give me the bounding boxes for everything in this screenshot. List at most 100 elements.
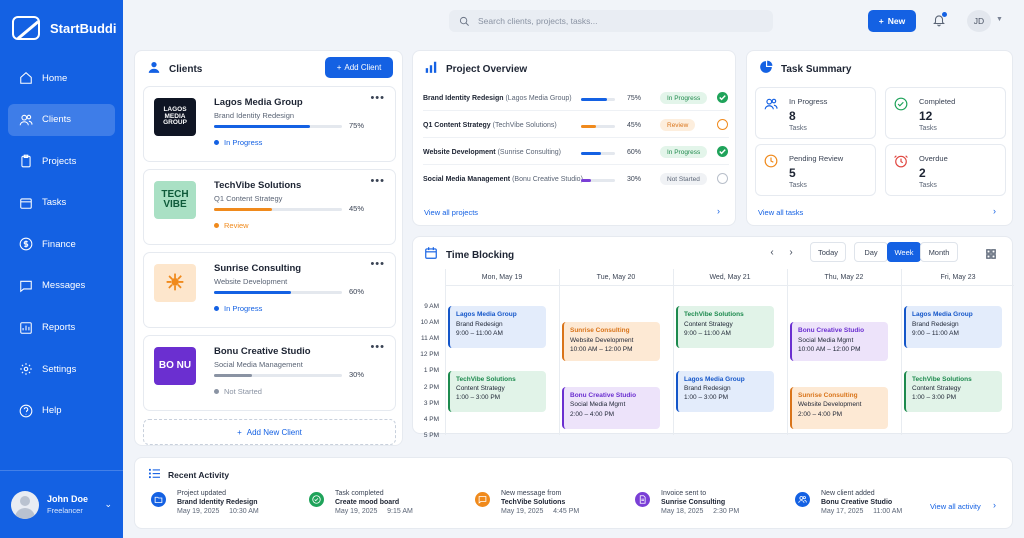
prev-week-button[interactable]: ‹	[770, 246, 774, 258]
activity-subject: TechVibe Solutions	[501, 499, 566, 506]
activity-label: Invoice sent to	[661, 490, 707, 497]
progress-bar-fill	[214, 291, 291, 294]
sidebar-item-messages[interactable]: Messages	[8, 270, 115, 302]
new-button[interactable]: + New	[868, 10, 916, 32]
next-week-button[interactable]: ›	[789, 246, 793, 258]
task-summary-count: 8	[789, 109, 796, 123]
search-input[interactable]: Search clients, projects, tasks...	[449, 10, 773, 32]
project-row[interactable]: Q1 Content Strategy (TechVibe Solutions)…	[423, 114, 729, 138]
alarm-icon	[894, 154, 908, 168]
calendar-event[interactable]: Bonu Creative Studio Social Media Mgmt 10:…	[790, 322, 888, 361]
more-options-icon[interactable]: •••	[370, 175, 385, 187]
calendar-event[interactable]: Lagos Media Group Brand Redesign 1:00 – 3:…	[676, 370, 774, 413]
view-week-button[interactable]: Week	[887, 242, 921, 262]
user-avatar[interactable]: JD	[967, 10, 991, 32]
sidebar-item-clients[interactable]: Clients	[8, 103, 115, 136]
sidebar-item-projects[interactable]: Projects	[8, 145, 115, 177]
view-day-button[interactable]: Day	[854, 242, 888, 262]
view-month-button[interactable]: Month	[920, 242, 958, 262]
sidebar-item-label: Reports	[42, 322, 76, 334]
clients-card: Clients + Add Client LAGOS MEDIA GROUP La…	[134, 50, 403, 446]
calendar-event[interactable]: Lagos Media Group Brand Redesign 9:00 – 11…	[904, 306, 1002, 349]
progress-bar-fill	[581, 125, 597, 128]
task-summary-overdue[interactable]: Overdue 2 Tasks	[885, 144, 1006, 196]
client-card[interactable]: LAGOS MEDIA GROUP Lagos Media Group Brand …	[143, 86, 396, 162]
event-project: Website Development	[570, 336, 634, 344]
calendar-event[interactable]: Sunrise Consulting Website Development 2:0…	[790, 386, 888, 429]
activity-subject: Sunrise Consulting	[661, 499, 726, 506]
recent-activity-title: Recent Activity	[168, 470, 230, 480]
status-dot	[214, 306, 219, 311]
client-card[interactable]: ☀ Sunrise Consulting Website Development 60…	[143, 252, 396, 328]
status-dot	[214, 389, 219, 394]
project-overview-card: Project Overview Brand Identity Redesign…	[412, 50, 736, 226]
sidebar-item-help[interactable]: Help	[8, 395, 115, 427]
project-client: (Bonu Creative Studio)	[512, 176, 583, 183]
task-summary-completed[interactable]: Completed 12 Tasks	[885, 87, 1006, 139]
day-header: Tue, May 20	[596, 274, 636, 281]
client-name: Bonu Creative Studio	[214, 346, 311, 357]
task-summary-count: 2	[919, 166, 926, 180]
day-column-divider	[559, 269, 560, 435]
event-project: Content Strategy	[912, 385, 961, 393]
view-all-activity-link[interactable]: View all activity	[930, 502, 981, 511]
plus-icon: +	[237, 427, 242, 437]
sidebar-item-home[interactable]: Home	[8, 62, 115, 94]
sidebar-item-finance[interactable]: Finance	[8, 228, 115, 260]
brand[interactable]: StartBuddi	[12, 16, 116, 40]
user-profile[interactable]: John Doe Freelancer ⌄	[0, 470, 123, 538]
add-new-client-button[interactable]: + Add New Client	[143, 419, 396, 445]
task-summary-label: In Progress	[789, 97, 828, 106]
today-button[interactable]: Today	[810, 242, 846, 262]
grid-icon[interactable]	[986, 246, 996, 259]
task-summary-pending-review[interactable]: Pending Review 5 Tasks	[755, 144, 876, 196]
progress-bar-fill	[581, 179, 592, 182]
project-row[interactable]: Website Development (Sunrise Consulting)…	[423, 141, 729, 165]
chevron-right-icon[interactable]: ›	[717, 206, 720, 216]
plus-icon: +	[878, 16, 884, 26]
sidebar-item-label: Clients	[42, 114, 72, 126]
chevron-right-icon[interactable]: ›	[993, 206, 996, 216]
day-header: Wed, May 21	[709, 274, 751, 281]
more-options-icon[interactable]: •••	[370, 92, 385, 104]
sidebar-nav: Home Clients Projects Tasks Finance Messages R…	[8, 62, 115, 436]
calendar-event[interactable]: Sunrise Consulting Website Development 10:…	[562, 322, 660, 361]
sidebar-item-label: Help	[42, 405, 62, 417]
task-summary-in-progress[interactable]: In Progress 8 Tasks	[755, 87, 876, 139]
sidebar-item-tasks[interactable]: Tasks	[8, 187, 115, 219]
chevron-right-icon[interactable]: ›	[993, 500, 996, 510]
event-title: TechVibe Solutions	[912, 375, 972, 383]
event-time: 10:00 AM – 12:00 PM	[798, 346, 861, 354]
add-new-client-label: Add New Client	[246, 427, 302, 437]
sidebar-item-reports[interactable]: Reports	[8, 312, 115, 344]
project-client: (TechVibe Solutions)	[492, 122, 557, 129]
client-card[interactable]: TECH VIBE TechVibe Solutions Q1 Content St…	[143, 169, 396, 245]
check-circle-icon	[894, 97, 908, 111]
chevron-down-icon[interactable]: ⌄	[104, 499, 112, 509]
add-client-button[interactable]: + Add Client	[325, 57, 393, 78]
view-all-projects-link[interactable]: View all projects	[424, 208, 479, 217]
chevron-down-icon[interactable]: ▼	[996, 16, 1003, 23]
calendar-event[interactable]: TechVibe Solutions Content Strategy 1:00 –…	[904, 370, 1002, 413]
project-row[interactable]: Brand Identity Redesign (Lagos Media Gro…	[423, 87, 729, 111]
project-title: Website Development	[423, 149, 496, 156]
calendar-event[interactable]: Lagos Media Group Brand Redesign 9:00 – 11…	[448, 306, 546, 349]
time-label: 2 PM	[423, 383, 439, 391]
event-time: 1:00 – 3:00 PM	[912, 394, 957, 402]
day-column-divider	[445, 269, 446, 435]
event-project: Website Development	[798, 401, 862, 409]
calendar-event[interactable]: Bonu Creative Studio Social Media Mgmt 2:0…	[562, 386, 660, 429]
notifications-button[interactable]	[932, 12, 948, 29]
view-all-tasks-link[interactable]: View all tasks	[758, 208, 804, 217]
more-options-icon[interactable]: •••	[370, 258, 385, 270]
plus-icon: +	[336, 63, 342, 72]
more-options-icon[interactable]: •••	[370, 341, 385, 353]
calendar-event[interactable]: TechVibe Solutions Content Strategy 9:00 –…	[676, 306, 774, 349]
client-card[interactable]: BO NU Bonu Creative Studio Social Media Ma…	[143, 335, 396, 411]
progress-percent: 75%	[349, 121, 365, 130]
notification-dot	[942, 12, 947, 17]
sidebar-item-settings[interactable]: Settings	[8, 353, 115, 385]
activity-subject: Brand Identity Redesign	[177, 499, 258, 506]
project-row[interactable]: Social Media Management (Bonu Creative S…	[423, 168, 729, 192]
calendar-event[interactable]: TechVibe Solutions Content Strategy 1:00 –…	[448, 370, 546, 413]
